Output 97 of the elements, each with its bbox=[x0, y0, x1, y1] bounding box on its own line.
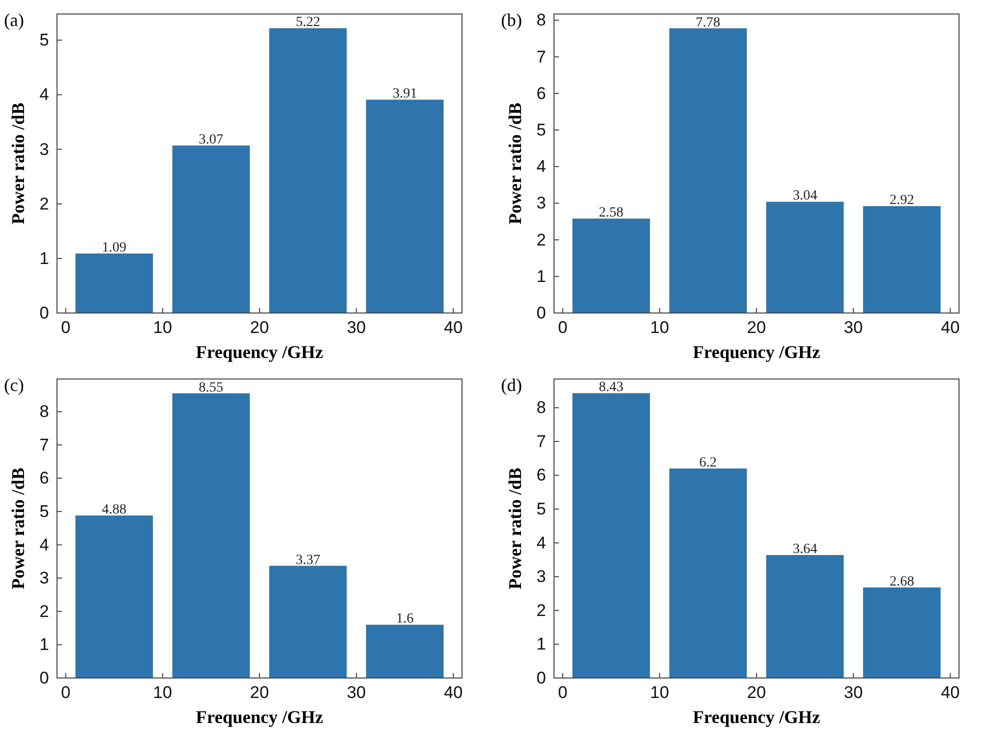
bar bbox=[766, 202, 844, 313]
y-tick-label: 6 bbox=[40, 468, 49, 488]
y-axis-title: Power ratio /dB bbox=[8, 468, 28, 590]
y-tick-label: 2 bbox=[40, 194, 49, 214]
bar bbox=[863, 587, 941, 678]
x-tick-label: 40 bbox=[444, 318, 463, 338]
chart-title: (a) bbox=[4, 10, 24, 30]
y-tick-label: 7 bbox=[40, 435, 49, 454]
x-tick-label: 0 bbox=[558, 318, 568, 338]
y-tick-label: 4 bbox=[40, 85, 49, 104]
data-label: 8.43 bbox=[598, 380, 624, 396]
y-tick-label: 6 bbox=[536, 84, 546, 103]
bar bbox=[669, 28, 747, 313]
y-tick-label: 1 bbox=[536, 266, 546, 286]
y-tick-label: 3 bbox=[40, 140, 49, 159]
y-tick-label: 5 bbox=[536, 500, 546, 519]
x-tick-label: 30 bbox=[844, 318, 863, 338]
x-tick-label: 0 bbox=[60, 683, 70, 702]
data-label: 3.64 bbox=[792, 542, 818, 558]
y-tick-label: 1 bbox=[536, 634, 546, 654]
bar bbox=[572, 393, 650, 678]
x-tick-label: 0 bbox=[558, 683, 568, 702]
y-tick-label: 5 bbox=[40, 502, 49, 521]
y-tick-label: 3 bbox=[40, 568, 49, 588]
x-tick-label: 20 bbox=[250, 318, 269, 338]
x-tick-label: 10 bbox=[650, 318, 670, 338]
y-tick-label: 3 bbox=[536, 194, 546, 213]
x-axis-title: Frequency /GHz bbox=[692, 707, 820, 727]
x-tick-label: 30 bbox=[346, 318, 366, 338]
x-tick-label: 20 bbox=[747, 318, 766, 338]
y-tick-label: 2 bbox=[536, 600, 546, 620]
x-tick-label: 30 bbox=[346, 683, 366, 702]
y-tick-label: 5 bbox=[536, 120, 546, 140]
bar bbox=[366, 624, 444, 678]
data-label: 8.55 bbox=[198, 380, 224, 396]
x-tick-label: 20 bbox=[250, 683, 269, 702]
data-label: 4.88 bbox=[102, 502, 126, 518]
x-tick-label: 40 bbox=[940, 683, 960, 702]
y-tick-label: 1 bbox=[40, 248, 49, 268]
y-tick-label: 2 bbox=[536, 230, 546, 250]
data-label: 1.09 bbox=[102, 240, 126, 256]
data-label: 7.78 bbox=[696, 15, 720, 30]
x-tick-label: 10 bbox=[650, 683, 670, 702]
bar bbox=[572, 218, 650, 313]
bar bbox=[669, 468, 747, 678]
y-tick-label: 7 bbox=[536, 47, 546, 66]
data-label: 2.92 bbox=[890, 193, 914, 208]
x-axis-title: Frequency /GHz bbox=[196, 707, 324, 727]
x-tick-label: 40 bbox=[940, 318, 960, 338]
chart-title: (c) bbox=[4, 375, 24, 395]
y-axis-title: Power ratio /dB bbox=[505, 102, 525, 224]
y-tick-label: 7 bbox=[536, 432, 546, 451]
bar bbox=[863, 206, 941, 313]
y-tick-label: 1 bbox=[40, 635, 49, 654]
data-label: 3.07 bbox=[198, 132, 224, 148]
x-axis-title: Frequency /GHz bbox=[692, 342, 820, 362]
bar bbox=[75, 516, 153, 678]
y-tick-label: 8 bbox=[536, 10, 546, 30]
bar bbox=[366, 100, 444, 313]
x-tick-label: 0 bbox=[60, 318, 70, 338]
data-label: 2.58 bbox=[598, 206, 624, 221]
bar bbox=[172, 145, 250, 313]
bar bbox=[269, 28, 347, 313]
y-tick-label: 0 bbox=[536, 303, 546, 322]
x-tick-label: 10 bbox=[153, 683, 172, 702]
x-tick-label: 20 bbox=[747, 683, 766, 702]
data-label: 6.2 bbox=[699, 456, 717, 471]
y-tick-label: 8 bbox=[536, 398, 546, 418]
bar bbox=[269, 566, 347, 678]
y-tick-label: 8 bbox=[40, 402, 49, 422]
data-label: 1.6 bbox=[396, 612, 414, 627]
y-tick-label: 0 bbox=[40, 303, 49, 322]
data-label: 5.22 bbox=[296, 15, 320, 30]
y-tick-label: 3 bbox=[536, 567, 546, 586]
x-tick-label: 10 bbox=[153, 318, 172, 338]
data-label: 3.04 bbox=[792, 188, 818, 204]
data-label: 3.91 bbox=[392, 86, 418, 102]
chart-title: (d) bbox=[501, 375, 522, 395]
y-tick-label: 0 bbox=[536, 668, 546, 688]
chart-title: (b) bbox=[501, 10, 522, 30]
data-label: 3.37 bbox=[296, 552, 320, 568]
y-tick-label: 2 bbox=[40, 602, 49, 621]
bar bbox=[172, 393, 250, 678]
y-tick-label: 5 bbox=[40, 30, 49, 50]
y-tick-label: 0 bbox=[40, 668, 49, 688]
x-tick-label: 40 bbox=[444, 683, 463, 702]
y-tick-label: 6 bbox=[536, 466, 546, 485]
y-tick-label: 4 bbox=[536, 157, 546, 176]
x-axis-title: Frequency /GHz bbox=[196, 342, 324, 362]
data-label: 2.68 bbox=[890, 574, 914, 590]
y-axis-title: Power ratio /dB bbox=[505, 468, 525, 590]
bar bbox=[75, 254, 153, 313]
y-tick-label: 4 bbox=[536, 533, 546, 552]
y-tick-label: 4 bbox=[40, 535, 49, 554]
y-axis-title: Power ratio /dB bbox=[8, 102, 28, 224]
x-tick-label: 30 bbox=[844, 683, 863, 702]
bar bbox=[766, 555, 844, 678]
